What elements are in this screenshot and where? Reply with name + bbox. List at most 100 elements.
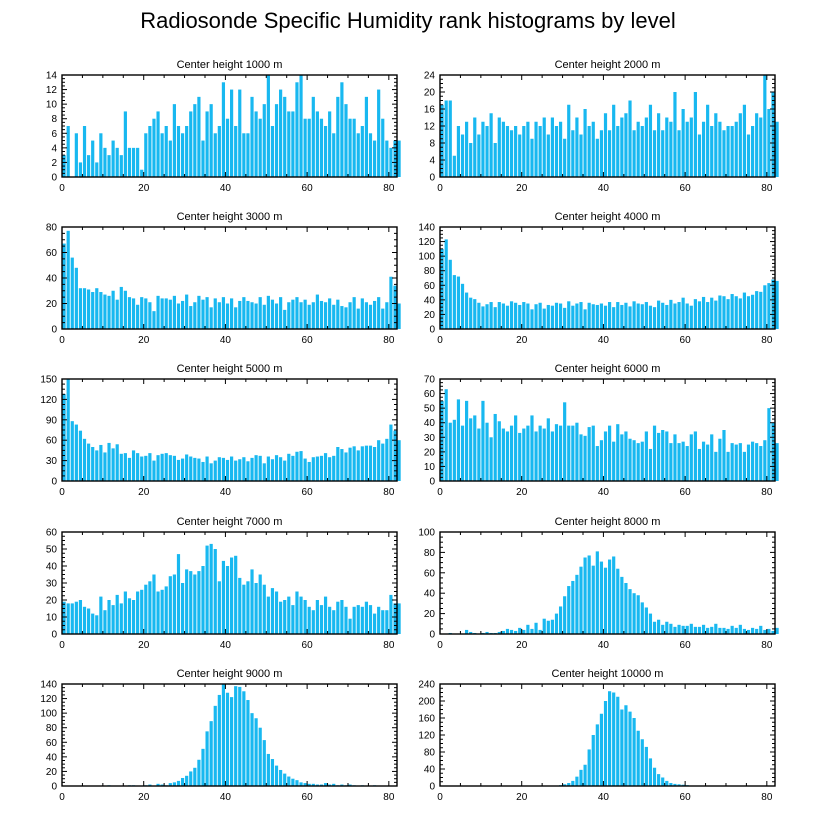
bar xyxy=(657,619,661,634)
bar xyxy=(444,239,448,329)
y-tick-label: 80 xyxy=(424,266,436,277)
y-tick-label: 70 xyxy=(424,375,436,386)
bar xyxy=(759,625,763,634)
bar xyxy=(632,593,636,634)
bar xyxy=(648,758,653,787)
bar xyxy=(246,133,250,177)
bar xyxy=(197,458,201,481)
bar xyxy=(767,109,771,177)
bar xyxy=(563,138,567,177)
bar xyxy=(319,300,324,329)
bar xyxy=(70,421,74,481)
bar xyxy=(152,460,156,481)
bar xyxy=(242,457,246,481)
bar xyxy=(332,610,336,634)
bar xyxy=(718,438,722,481)
bar xyxy=(127,297,132,330)
bar xyxy=(603,567,608,634)
bar xyxy=(710,297,714,329)
bar xyxy=(95,162,99,177)
panel-3: Center height 4000 m 0 20 40 60 80 0 20 40 60 80 10… xyxy=(418,211,779,346)
bar xyxy=(103,147,107,177)
bar xyxy=(131,298,136,329)
bar xyxy=(505,305,510,329)
bar xyxy=(258,118,262,177)
bar xyxy=(558,303,563,329)
bar xyxy=(356,133,360,177)
bar xyxy=(599,713,604,786)
bar xyxy=(473,117,477,177)
x-tick-label: 40 xyxy=(220,640,232,651)
bar xyxy=(340,784,344,786)
panel-title: Center height 9000 m xyxy=(177,668,283,680)
x-tick-label: 40 xyxy=(598,792,610,803)
bar xyxy=(144,133,148,177)
bar xyxy=(677,443,681,481)
bar xyxy=(493,143,497,177)
bar xyxy=(746,296,751,329)
bar xyxy=(465,121,469,177)
bar xyxy=(763,75,767,177)
bar xyxy=(624,705,628,786)
bar xyxy=(701,624,706,634)
bar xyxy=(734,627,738,634)
bar xyxy=(546,418,550,481)
bar xyxy=(689,117,693,177)
bar xyxy=(283,600,287,634)
bar xyxy=(526,303,530,329)
bar xyxy=(579,566,583,634)
bar xyxy=(595,138,599,177)
bar xyxy=(522,126,526,177)
bar xyxy=(689,305,693,329)
x-tick-label: 80 xyxy=(761,335,773,346)
bar xyxy=(718,121,722,177)
bar xyxy=(254,111,258,177)
bar xyxy=(74,267,78,329)
bar xyxy=(283,460,287,481)
bar xyxy=(526,121,530,177)
bar xyxy=(230,298,234,329)
y-tick-label: 0 xyxy=(51,630,57,641)
bar xyxy=(242,584,246,634)
panel-title: Center height 2000 m xyxy=(555,59,661,71)
bar xyxy=(360,446,364,481)
bar xyxy=(131,600,136,634)
bar xyxy=(250,713,254,786)
bar xyxy=(661,430,665,481)
bar xyxy=(722,430,726,481)
bar xyxy=(567,104,571,177)
x-tick-label: 20 xyxy=(516,487,528,498)
bar xyxy=(742,451,747,481)
bar xyxy=(657,774,661,786)
bar xyxy=(225,459,230,481)
y-tick-label: 8 xyxy=(429,139,435,150)
bar xyxy=(648,104,653,177)
y-tick-label: 0 xyxy=(51,325,57,336)
bar xyxy=(274,303,279,329)
bar xyxy=(571,580,575,634)
bar xyxy=(344,307,348,329)
bar xyxy=(303,458,307,481)
bar xyxy=(493,413,497,481)
bar xyxy=(706,627,710,634)
y-tick-label: 40 xyxy=(46,752,58,763)
bar xyxy=(328,606,332,634)
bar xyxy=(497,631,501,634)
bar xyxy=(291,299,295,329)
bar xyxy=(530,628,534,634)
bar xyxy=(652,425,657,481)
bar xyxy=(518,432,522,481)
bar xyxy=(759,117,763,177)
bar xyxy=(201,140,205,177)
y-tick-label: 4 xyxy=(51,143,57,154)
bar xyxy=(140,589,144,634)
bar xyxy=(767,628,771,634)
bar xyxy=(534,121,538,177)
bar xyxy=(270,759,275,786)
bar xyxy=(746,629,751,634)
y-tick-label: 20 xyxy=(424,88,436,99)
bar xyxy=(95,450,99,481)
bar xyxy=(238,686,242,786)
